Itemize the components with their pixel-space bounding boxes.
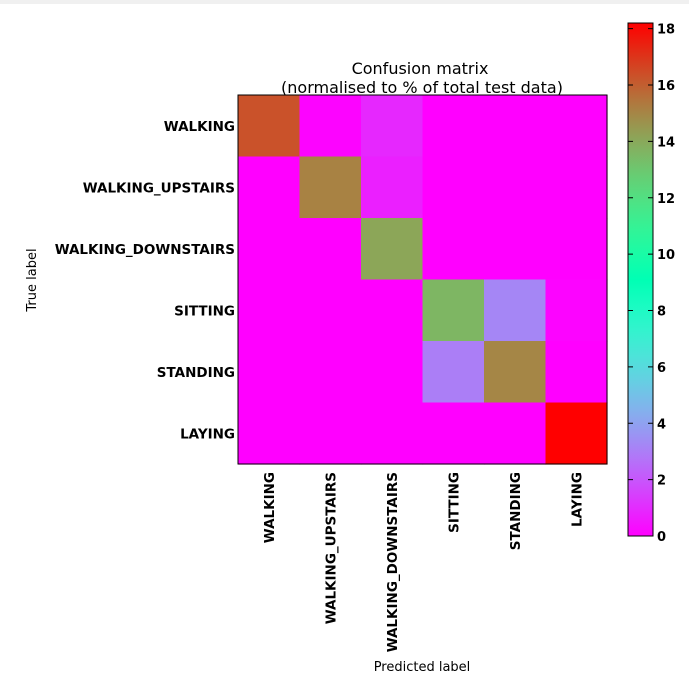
heatmap-cells xyxy=(238,95,608,465)
heatmap-cell-r0-c2 xyxy=(361,95,424,158)
heatmap-cell-r2-c3 xyxy=(422,218,485,281)
colorbar-tick-label: 18 xyxy=(657,23,675,38)
heatmap-cell-r1-c3 xyxy=(422,156,485,219)
colorbar-tick-label: 14 xyxy=(657,135,675,150)
heatmap-cell-r5-c3 xyxy=(422,402,485,465)
heatmap-cell-r4-c4 xyxy=(484,341,547,404)
heatmap-cell-r3-c5 xyxy=(545,279,608,342)
y-tick-label: WALKING_DOWNSTAIRS xyxy=(55,242,235,258)
heatmap-cell-r4-c5 xyxy=(545,341,608,404)
colorbar-tick-label: 16 xyxy=(657,79,675,94)
top-strip xyxy=(0,0,689,4)
heatmap-cell-r1-c5 xyxy=(545,156,608,219)
heatmap-cell-r3-c4 xyxy=(484,279,547,342)
colorbar-tick-label: 12 xyxy=(657,192,675,207)
y-tick-label: LAYING xyxy=(180,426,235,442)
heatmap-cell-r3-c3 xyxy=(422,279,485,342)
y-tick-label: WALKING_UPSTAIRS xyxy=(83,180,235,196)
heatmap-cell-r4-c0 xyxy=(238,341,301,404)
y-axis-label: True label xyxy=(25,248,40,312)
x-tick-label: WALKING_DOWNSTAIRS xyxy=(385,472,401,652)
heatmap-cell-r0-c0 xyxy=(238,95,301,158)
y-tick-label: STANDING xyxy=(157,365,235,381)
heatmap-cell-r1-c2 xyxy=(361,156,424,219)
heatmap-cell-r5-c4 xyxy=(484,402,547,465)
x-tick-label: WALKING xyxy=(262,472,278,543)
heatmap-cell-r0-c5 xyxy=(545,95,608,158)
heatmap-cell-r1-c1 xyxy=(299,156,362,219)
y-tick-label: SITTING xyxy=(174,303,235,319)
x-tick-label: WALKING_UPSTAIRS xyxy=(323,472,339,624)
colorbar-tick-label: 8 xyxy=(657,305,666,320)
heatmap-cell-r4-c3 xyxy=(422,341,485,404)
heatmap-cell-r2-c0 xyxy=(238,218,301,281)
heatmap-cell-r0-c4 xyxy=(484,95,547,158)
colorbar-ticks: 0 2 4 6 8 10 12 14 16 18 xyxy=(628,23,675,545)
heatmap-cell-r1-c4 xyxy=(484,156,547,219)
heatmap-cell-r5-c0 xyxy=(238,402,301,465)
heatmap-cell-r4-c2 xyxy=(361,341,424,404)
x-tick-label: STANDING xyxy=(508,472,524,550)
x-tick-label: LAYING xyxy=(569,472,585,527)
heatmap-cell-r0-c1 xyxy=(299,95,362,158)
x-tick-label: SITTING xyxy=(446,472,462,533)
heatmap-cell-r5-c2 xyxy=(361,402,424,465)
plot-frame xyxy=(237,94,608,465)
heatmap-cell-r3-c2 xyxy=(361,279,424,342)
y-tick-label: WALKING xyxy=(164,119,235,135)
colorbar xyxy=(627,22,654,537)
colorbar-tick-label: 4 xyxy=(657,417,666,432)
heatmap-cell-r4-c1 xyxy=(299,341,362,404)
heatmap-cell-r5-c1 xyxy=(299,402,362,465)
x-tick-labels: WALKING WALKING_UPSTAIRS WALKING_DOWNSTAIR… xyxy=(262,472,586,652)
heatmap-cell-r2-c5 xyxy=(545,218,608,281)
heatmap-cell-r1-c0 xyxy=(238,156,301,219)
y-tick-labels: WALKING WALKING_UPSTAIRS WALKING_DOWNSTAIR… xyxy=(55,119,235,443)
colorbar-tick-label: 2 xyxy=(657,474,666,489)
heatmap-cell-r3-c1 xyxy=(299,279,362,342)
heatmap-cell-r5-c5 xyxy=(545,402,608,465)
chart-title-line1: Confusion matrix xyxy=(352,59,489,78)
colorbar-tick-label: 0 xyxy=(657,530,666,545)
colorbar-tick-label: 10 xyxy=(657,248,675,263)
colorbar-tick-label: 6 xyxy=(657,361,666,376)
heatmap-cell-r2-c4 xyxy=(484,218,547,281)
heatmap-cell-r0-c3 xyxy=(422,95,485,158)
heatmap-cell-r3-c0 xyxy=(238,279,301,342)
heatmap-cell-r2-c2 xyxy=(361,218,424,281)
heatmap-cell-r2-c1 xyxy=(299,218,362,281)
chart-title-line2: (normalised to % of total test data) xyxy=(281,78,563,97)
x-axis-label: Predicted label xyxy=(374,660,471,675)
